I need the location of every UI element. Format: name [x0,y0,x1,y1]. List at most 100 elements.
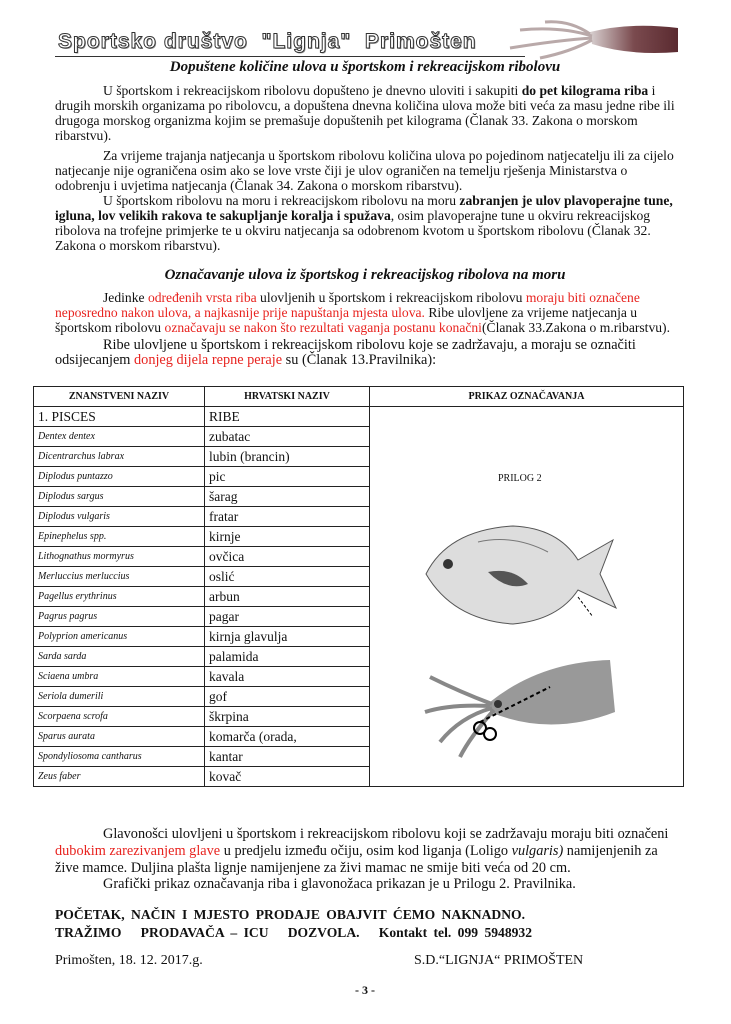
table-row-group: 1. PISCES RIBE PRILOG 2 [33,406,684,787]
text: U športskom ribolovu na moru i rekreacij… [103,193,460,208]
text: i drugih morskih organizama po ribolovcu… [55,83,675,143]
header-title: Sportsko društvo "Lignja" Primošten [58,30,477,54]
scientific-name: Spondyliosoma cantharus [33,746,205,767]
paragraph-competition: Za vrijeme trajanja natjecanja u športsk… [55,148,683,193]
croatian-name: palamida [204,646,370,667]
notice-line-1: POČETAK, NAČIN I MJESTO PRODAJE OBAJVIT … [55,907,526,922]
table-row: Diplodus sargus šarag [33,486,684,507]
column-header-scientific: ZNANSTVENI NAZIV [33,386,205,407]
bold-text: zabranjen je ulov plavoperajne tune, igl… [55,193,673,223]
croatian-name: pagar [204,606,370,627]
scientific-name: Zeus faber [33,766,205,787]
notice-line-2: TRAŽIMO PRODAVAČA – ICU DOZVOLA. Kontakt… [55,925,532,941]
scientific-name: 1. PISCES [33,406,205,427]
highlight-text: moraju biti označene neposredno nakon ul… [55,290,640,320]
croatian-name: oslić [204,566,370,587]
croatian-name: lubin (brancin) [204,446,370,467]
scientific-name: Diplodus vulgaris [33,506,205,527]
paragraph-marking: Jedinke određenih vrsta riba ulovljenih … [55,290,683,335]
scientific-name: Scorpaena scrofa [33,706,205,727]
fish-tail-marking-image [425,525,618,625]
italic-text: vulgaris) [511,843,564,859]
croatian-name: zubatac [204,426,370,447]
highlight-text: određenih vrsta riba [147,290,257,305]
paragraph-tail-fin: Ribe ulovljene u športskom i rekreacijsk… [55,338,683,368]
scientific-name: Sarda sarda [33,646,205,667]
paragraph-graphic-reference: Grafički prikaz označavanja riba i glavo… [55,877,683,892]
text: Grafički prikaz označavanja riba i glavo… [103,876,576,892]
text: (Članak 33.Zakona o m.ribarstvu). [481,320,670,335]
scientific-name: Dicentrarchus labrax [33,446,205,467]
table-row: Diplodus puntazzo pic [33,466,684,487]
text: U športskom i rekreacijskom ribolovu dop… [103,83,522,98]
table-row: Spondyliosoma cantharus kantar [33,746,684,767]
scientific-name: Lithognathus mormyrus [33,546,205,567]
text: Glavonošci ulovljeni u športskom i rekre… [103,826,669,842]
croatian-name: gof [204,686,370,707]
table-row: Zeus faber kovač [33,766,684,787]
squid-head-marking-image [424,660,615,758]
croatian-name: škrpina [204,706,370,727]
column-header-illustration: PRIKAZ OZNAČAVANJA [369,386,684,407]
table-row: Sparus aurata komarča (orada, [33,726,684,747]
table-row: Polyprion americanus kirnja glavulja [33,626,684,647]
croatian-name: kirnja glavulja [204,626,370,647]
column-header-croatian: HRVATSKI NAZIV [204,386,370,407]
scientific-name: Diplodus sargus [33,486,205,507]
table-row: Sciaena umbra kavala [33,666,684,687]
attachment-label: PRILOG 2 [498,473,542,484]
highlight-text: donjeg dijela repne peraje [134,352,283,368]
scientific-name: Sparus aurata [33,726,205,747]
croatian-name: ovčica [204,546,370,567]
scientific-name: Epinephelus spp. [33,526,205,547]
text: namijenjenih za žive mamce. Duljina plaš… [55,843,658,876]
scientific-name: Pagellus erythrinus [33,586,205,607]
scientific-name: Pagrus pagrus [33,606,205,627]
scientific-name: Sciaena umbra [33,666,205,687]
text: Jedinke [103,290,148,305]
croatian-name: kirnje [204,526,370,547]
paragraph-prohibited: U športskom ribolovu na moru i rekreacij… [55,193,683,253]
scientific-name: Merluccius merluccius [33,566,205,587]
scientific-name: Seriola dumerili [33,686,205,707]
highlight-text: dubokim zarezivanjem glave [55,843,221,859]
table-row: Sarda sarda palamida [33,646,684,667]
text: su (Članak 13.Pravilnika): [282,352,437,368]
croatian-name: šarag [204,486,370,507]
table-row: Merluccius merluccius oslić [33,566,684,587]
table-row: Dentex dentex zubatac [33,426,684,447]
croatian-name: kovač [204,766,370,787]
text: ulovljenih u športskom i rekreacijskom r… [256,290,526,305]
place-date: Primošten, 18. 12. 2017.g. [55,953,203,968]
paragraph-daily-limit: U športskom i rekreacijskom ribolovu dop… [55,83,683,143]
notice-text: TRAŽIMO PRODAVAČA – ICU DOZVOLA. [55,925,360,940]
text: Za vrijeme trajanja natjecanja u športsk… [55,148,674,193]
croatian-name: fratar [204,506,370,527]
highlight-text: označavaju se nakon što rezultati vaganj… [164,320,482,335]
scientific-name: Polyprion americanus [33,626,205,647]
croatian-name: komarča (orada, [204,726,370,747]
illustration-cell: PRILOG 2 [369,406,684,787]
text: Ribe ulovljene za vrijeme natjecanja u š… [55,305,638,335]
page-number: - 3 - [355,983,375,997]
table-row: Seriola dumerili gof [33,686,684,707]
section-title-marking: Označavanje ulova iz športskog i rekreac… [164,267,566,283]
croatian-name: RIBE [204,406,370,427]
table-row: Pagellus erythrinus arbun [33,586,684,607]
header-divider [55,56,525,57]
text: , osim plavoperajne tune u okviru rekrea… [55,208,651,253]
section-title-catch-limits: Dopuštene količine ulova u športskom i r… [169,59,561,75]
contact-phone: Kontakt tel. 099 5948932 [378,925,533,940]
table-row: Lithognathus mormyrus ovčica [33,546,684,567]
squid-logo-image [509,20,678,60]
croatian-name: pic [204,466,370,487]
text: u predjelu između očiju, osim kod liganj… [220,843,512,859]
text: Ribe ulovljene u športskom i rekreacijsk… [55,337,636,368]
scientific-name: Diplodus puntazzo [33,466,205,487]
signature: S.D.“LIGNJA“ PRIMOŠTEN [414,953,584,968]
bold-text: do pet kilograma riba [521,83,649,98]
croatian-name: arbun [204,586,370,607]
table-row: Dicentrarchus labrax lubin (brancin) [33,446,684,467]
table-row: Epinephelus spp. kirnje [33,526,684,547]
